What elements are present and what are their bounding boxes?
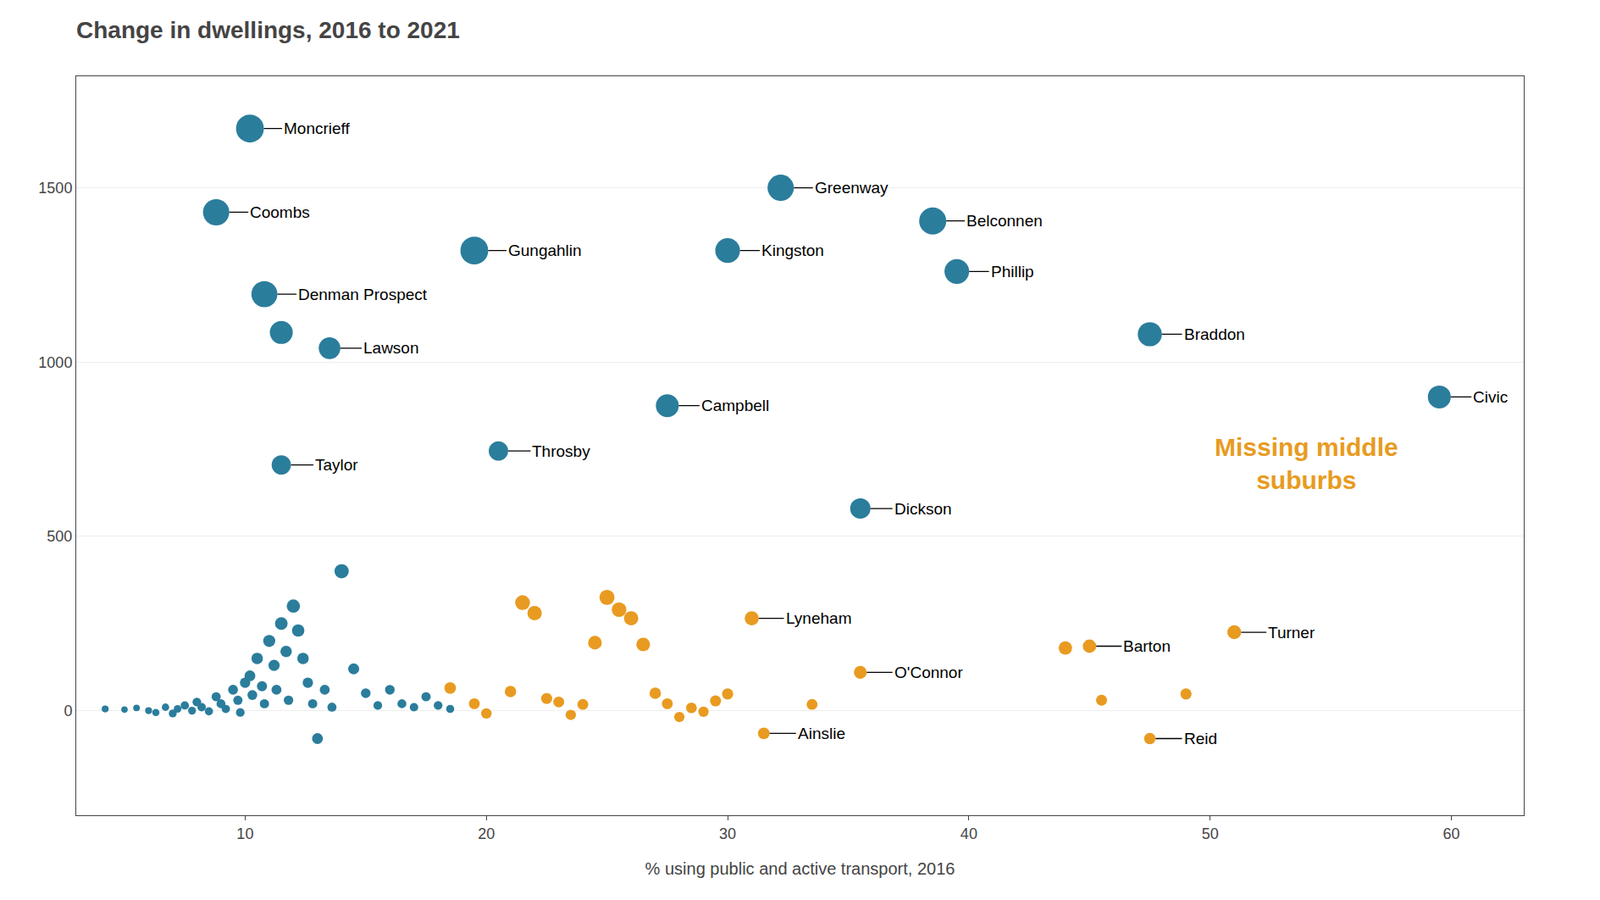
svg-text:Throsby: Throsby [531, 442, 591, 460]
svg-text:60: 60 [1443, 824, 1461, 842]
svg-text:40: 40 [960, 824, 978, 842]
svg-text:20: 20 [477, 824, 495, 842]
svg-text:1500: 1500 [38, 179, 72, 197]
svg-text:Belconnen: Belconnen [966, 211, 1043, 230]
svg-text:Taylor: Taylor [315, 455, 359, 474]
svg-text:Reid: Reid [1184, 729, 1218, 748]
svg-text:Lawson: Lawson [363, 338, 420, 357]
svg-text:30: 30 [719, 824, 737, 842]
svg-text:Dickson: Dickson [894, 499, 953, 518]
svg-text:Kingston: Kingston [761, 241, 825, 260]
svg-text:Greenway: Greenway [814, 178, 889, 197]
svg-text:Gungahlin: Gungahlin [508, 241, 582, 260]
svg-text:O'Connor: O'Connor [894, 663, 964, 681]
svg-text:Moncrieff: Moncrieff [283, 119, 351, 138]
svg-text:Missing middlesuburbs: Missing middlesuburbs [1214, 432, 1399, 494]
svg-text:10: 10 [236, 824, 254, 842]
svg-text:Civic: Civic [1472, 387, 1508, 406]
svg-text:% using public and active tran: % using public and active transport, 201… [645, 858, 956, 878]
svg-text:Barton: Barton [1123, 636, 1171, 655]
svg-text:0: 0 [63, 702, 72, 720]
svg-text:1000: 1000 [38, 354, 72, 371]
svg-text:Campbell: Campbell [701, 396, 770, 415]
svg-text:Denman Prospect: Denman Prospect [298, 285, 428, 304]
svg-text:Ainslie: Ainslie [797, 724, 846, 742]
svg-text:Lyneham: Lyneham [786, 608, 852, 627]
svg-text:Braddon: Braddon [1184, 325, 1246, 344]
svg-text:50: 50 [1201, 824, 1219, 842]
svg-text:Phillip: Phillip [991, 262, 1035, 281]
svg-text:Coombs: Coombs [249, 203, 311, 222]
svg-text:Change in dwellings, 2016 to 2: Change in dwellings, 2016 to 2021 [76, 16, 460, 44]
svg-text:500: 500 [46, 527, 72, 545]
svg-text:Turner: Turner [1267, 623, 1316, 642]
